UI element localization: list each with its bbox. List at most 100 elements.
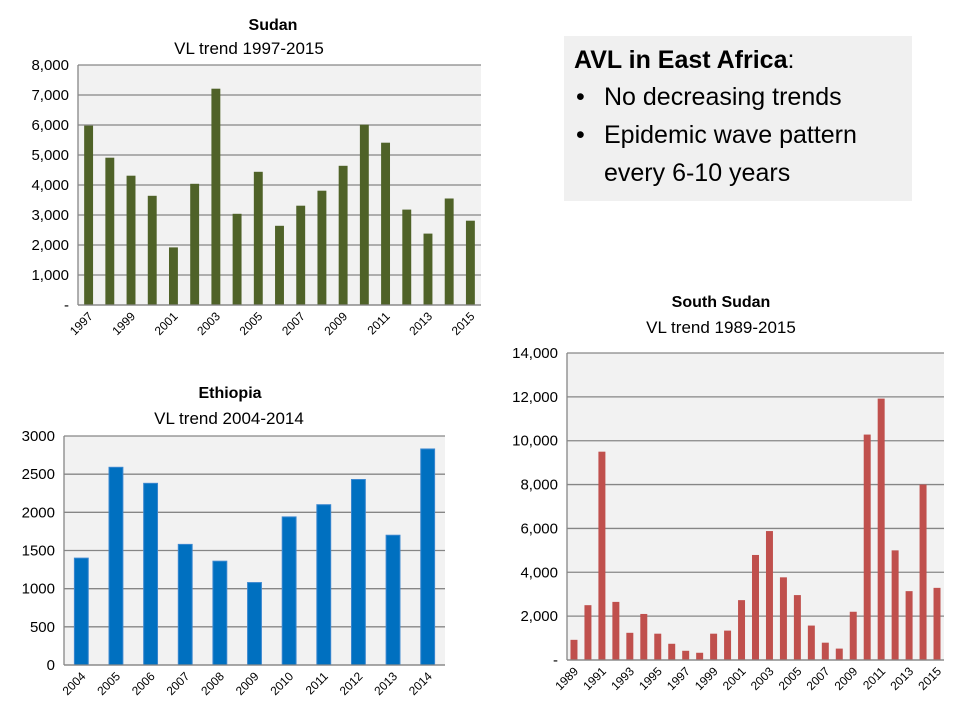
callout-bullet-item: • Epidemic wave pattern every 6-10 years [574,116,902,192]
bullet-icon: • [576,121,585,149]
sudan-y-tick-label: 8,000 [31,57,69,74]
callout-bullet-item: • No decreasing trends [574,78,902,116]
south-sudan-bar-2015 [933,587,941,660]
sudan-y-tick-label: 1,000 [31,267,69,284]
south-sudan-bar-1997 [682,650,690,660]
south-sudan-bar-2008 [835,648,843,660]
south-sudan-x-tick-label: 2003 [748,664,777,693]
ethiopia-bar-2013 [385,534,401,666]
south-sudan-x-tick-label: 2009 [832,664,861,693]
callout-title-suffix: : [787,46,795,74]
south-sudan-bar-2002 [752,554,759,660]
ethiopia-bar-2004 [73,557,89,666]
sudan-x-tick-label: 2001 [152,309,181,338]
sudan-chart: Sudan VL trend 1997-2015 - 1,000 2,000 3,00… [31,17,481,338]
south-sudan-bar-1999 [710,633,718,660]
south-sudan-bar-1992 [612,601,620,660]
ethiopia-y-tick-label: 0 [47,657,55,674]
callout-bullet-text: Epidemic wave pattern every 6-10 years [604,121,857,187]
sudan-y-tick-label: 7,000 [31,87,69,104]
ethiopia-bar-2008 [212,560,228,666]
south-sudan-bar-2005 [793,595,801,660]
south-sudan-bar-2012 [891,550,899,660]
ethiopia-x-tick-label: 2008 [198,669,227,698]
south-sudan-bar-2004 [779,577,787,660]
sudan-bar-2011 [381,142,391,305]
south-sudan-bar-1998 [696,652,704,660]
south-sudan-x-tick-label: 1999 [692,664,721,693]
bullet-icon: • [576,83,585,111]
sudan-x-tick-label: 2013 [406,309,435,338]
ethiopia-x-tick-label: 2013 [371,669,400,698]
callout-title-bold: AVL in East Africa [574,46,788,74]
south-sudan-bar-2013 [905,591,913,660]
sudan-x-tick-label: 2015 [449,309,478,338]
ethiopia-bar-2010 [281,516,297,666]
callout-title: AVL in East Africa: [574,42,902,78]
sudan-x-tick-label: 1999 [109,309,138,338]
south-sudan-x-tick-label: 2005 [776,664,805,693]
ethiopia-bar-2014 [420,448,436,666]
sudan-bar-1997 [84,125,94,305]
sudan-bar-2009 [338,165,348,305]
south-sudan-x-tick-label: 2015 [915,664,944,693]
sudan-bar-2001 [168,247,178,305]
south-sudan-x-tick-label: 2013 [887,664,916,693]
sudan-y-tick-label: 2,000 [31,237,69,254]
sudan-bar-2010 [359,124,369,305]
south-sudan-bar-2006 [807,625,815,660]
ethiopia-x-tick-label: 2011 [303,669,331,697]
sudan-y-tick-label: 5,000 [31,147,69,164]
south-sudan-y-tick-label: 2,000 [520,608,558,625]
ethiopia-y-tick-label: 1000 [22,581,55,598]
south-sudan-x-tick-label: 1991 [580,664,609,693]
south-sudan-bar-1989 [570,639,578,660]
avl-summary-callout: AVL in East Africa: • No decreasing trend… [564,36,912,201]
south-sudan-bar-2010 [863,434,871,660]
sudan-bar-2005 [253,171,263,305]
south-sudan-y-tick-label: - [553,652,558,669]
ethiopia-x-tick-label: 2012 [337,669,366,698]
south-sudan-bar-1994 [640,613,648,660]
ethiopia-x-tick-label: 2009 [233,669,262,698]
sudan-bar-2006 [275,225,284,305]
south-sudan-bar-1990 [584,605,592,660]
south-sudan-y-tick-label: 12,000 [512,389,558,406]
ethiopia-x-tick-label: 2014 [406,669,435,698]
sudan-bar-2012 [402,209,412,305]
sudan-bar-1999 [126,175,136,305]
ethiopia-bar-2012 [350,479,366,666]
south-sudan-bar-2009 [849,611,857,660]
sudan-bar-2002 [190,183,200,305]
south-sudan-chart-title: South Sudan [672,294,771,311]
sudan-bar-2003 [211,88,221,305]
sudan-bar-2007 [296,205,306,305]
ethiopia-x-tick-label: 2004 [60,669,89,698]
sudan-chart-subtitle: VL trend 1997-2015 [174,39,324,58]
ethiopia-y-tick-label: 2500 [22,466,55,483]
sudan-bar-1998 [105,157,115,305]
south-sudan-bar-1996 [668,643,676,660]
ethiopia-x-tick-label: 2006 [129,669,158,698]
sudan-x-tick-label: 2011 [365,309,393,337]
sudan-x-tick-label: 2009 [321,309,350,338]
sudan-bar-2015 [465,220,475,305]
ethiopia-y-tick-label: 1500 [22,543,55,560]
south-sudan-chart-subtitle: VL trend 1989-2015 [646,318,796,337]
south-sudan-bar-2000 [724,630,732,660]
ethiopia-x-tick-label: 2005 [94,669,123,698]
sudan-chart-title: Sudan [249,17,298,34]
south-sudan-y-tick-label: 14,000 [512,345,558,362]
sudan-bar-2008 [317,190,327,305]
sudan-y-tick-label: 3,000 [31,207,69,224]
ethiopia-bar-2006 [143,482,159,666]
south-sudan-x-tick-label: 1993 [608,664,637,693]
sudan-y-tick-label: - [64,297,69,314]
south-sudan-chart: South Sudan VL trend 1989-2015 - 2,000 4,0… [512,294,944,693]
ethiopia-y-tick-label: 2000 [22,504,55,521]
ethiopia-chart-title: Ethiopia [198,385,261,402]
sudan-y-tick-label: 4,000 [31,177,69,194]
ethiopia-chart-subtitle: VL trend 2004-2014 [154,409,304,428]
south-sudan-y-tick-label: 4,000 [520,564,558,581]
south-sudan-x-tick-label: 1997 [664,664,693,693]
